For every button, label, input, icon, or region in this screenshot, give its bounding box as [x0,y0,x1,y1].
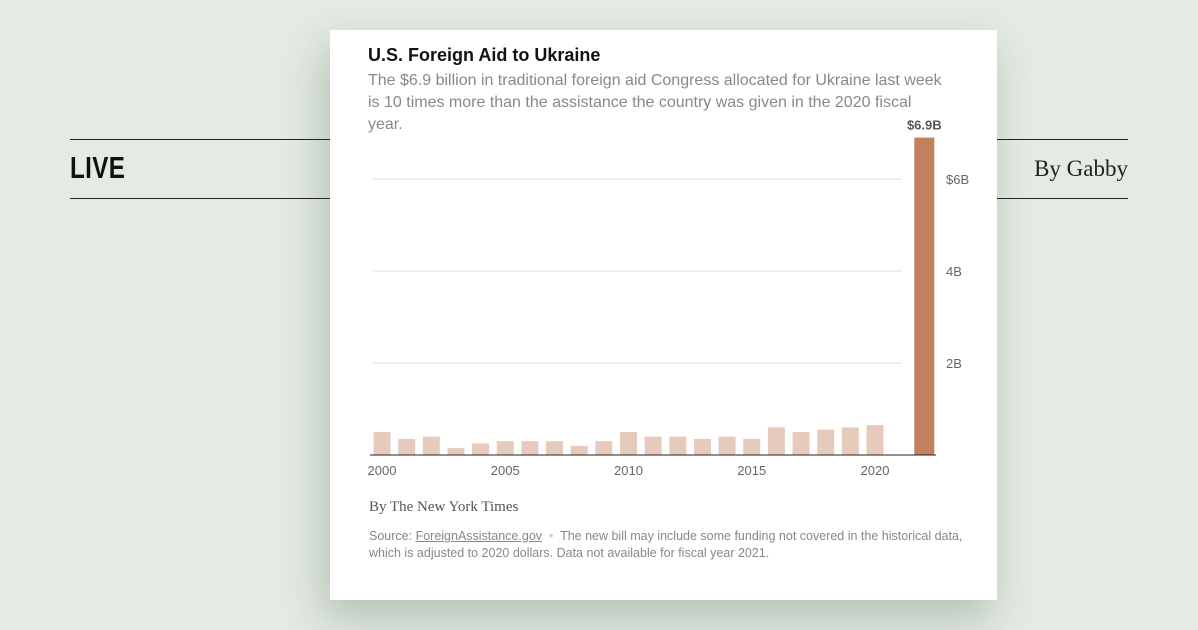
bar-2014 [718,436,736,455]
bar-2005 [496,441,514,455]
x-tick-label: 2015 [737,463,766,478]
bar-2004 [472,443,490,455]
bar-2009 [595,441,613,455]
y-tick-label: 4B [946,264,962,279]
chart-subtitle: The $6.9 billion in traditional foreign … [368,72,942,133]
chart-title: U.S. Foreign Aid to Ukraine [368,45,601,65]
bar-2003 [447,448,465,455]
bar-2000 [373,432,391,455]
chart-card: U.S. Foreign Aid to Ukraine The $6.9 bil… [330,30,997,600]
bar-2011 [644,436,662,455]
note-text: The new bill may include some funding no… [369,529,963,560]
x-tick-label: 2020 [861,463,890,478]
bar-chart: 2B 4B $6B $6.9B 2000 2005 2010 2015 2020 [368,118,970,478]
chart-credit: By The New York Times [369,499,519,515]
bullet-separator: • [542,529,561,543]
bar-2006 [521,441,539,455]
highlight-value-label: $6.9B [907,118,942,133]
bar-2001 [398,438,416,455]
bar-2008 [570,445,588,455]
y-tick-label: $6B [946,172,969,187]
source-label: Source: [369,529,416,543]
source-link[interactable]: ForeignAssistance.gov [415,529,543,543]
x-tick-label: 2000 [368,463,397,478]
bar-2020 [866,425,884,455]
bar-2007 [546,441,564,455]
bar-2013 [693,438,711,455]
x-tick-label: 2005 [491,463,520,478]
bar-2012 [669,436,687,455]
live-label: LIVE [70,150,126,185]
bar-2018 [817,429,835,455]
bar-2022 [914,137,935,455]
bar-2016 [767,427,785,455]
bar-2017 [792,432,810,455]
bar-2015 [743,438,761,455]
source-note: Source: ForeignAssistance.gov • The new … [369,528,969,562]
bar-2010 [620,432,637,455]
author-byline: By Gabby [1034,156,1128,181]
bar-2002 [422,436,440,455]
x-tick-label: 2010 [614,463,643,478]
bar-2019 [841,427,859,455]
y-tick-label: 2B [946,356,962,371]
